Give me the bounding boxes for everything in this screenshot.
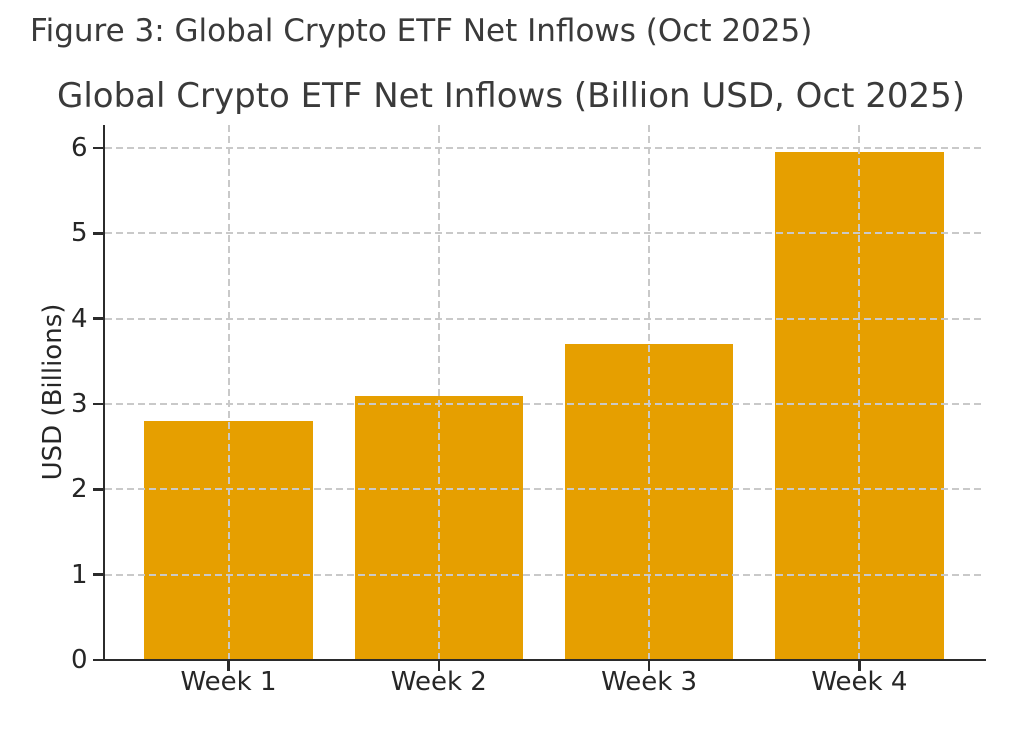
y-tick-label-2: 2 (70, 474, 88, 505)
h-gridline-3 (105, 403, 983, 406)
y-tickmark-2 (92, 488, 103, 491)
y-tick-label-3: 3 (70, 389, 88, 420)
y-tick-label-1: 1 (70, 559, 88, 590)
h-gridline-6 (105, 147, 983, 150)
x-tick-label-week-4: Week 4 (811, 667, 908, 697)
x-tickmark-2 (437, 661, 441, 671)
y-tick-label-6: 6 (70, 133, 88, 164)
v-gridline-3 (648, 125, 651, 660)
plot-area (105, 125, 983, 660)
x-tickmark-3 (647, 661, 651, 671)
v-gridline-1 (227, 125, 230, 660)
x-axis-spine (102, 658, 986, 662)
y-tickmark-0 (92, 658, 103, 662)
v-gridline-4 (858, 125, 861, 660)
y-tick-label-5: 5 (70, 218, 88, 249)
y-tick-label-4: 4 (70, 303, 88, 334)
h-gridline-5 (105, 232, 983, 235)
y-axis-spine (102, 125, 105, 661)
h-gridline-2 (105, 488, 983, 491)
x-tickmark-4 (858, 661, 861, 671)
x-tick-label-week-1: Week 1 (180, 667, 277, 697)
h-gridline-1 (105, 573, 983, 576)
h-gridline-4 (105, 317, 983, 320)
y-tickmark-3 (92, 402, 103, 406)
y-tick-label-0: 0 (70, 645, 88, 675)
y-tickmark-4 (92, 317, 103, 320)
y-tickmark-6 (92, 146, 103, 150)
v-gridline-2 (437, 125, 440, 660)
y-tickmark-1 (92, 573, 103, 576)
chart-title: Global Crypto ETF Net Inflows (Billion U… (57, 76, 966, 116)
x-tickmark-1 (227, 661, 230, 671)
x-tick-label-week-3: Week 3 (601, 667, 698, 697)
x-tick-label-week-2: Week 2 (390, 667, 487, 697)
figure-caption: Figure 3: Global Crypto ETF Net Inflows … (30, 13, 813, 49)
y-tickmark-5 (92, 232, 103, 235)
